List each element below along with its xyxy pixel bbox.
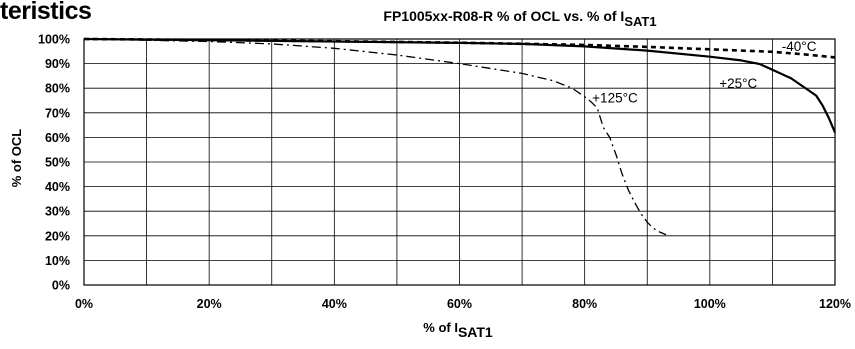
chart-title-subscript: SAT1 [624,14,656,29]
y-tick-label: 80% [45,82,70,96]
y-tick-label: 60% [45,131,70,145]
series-line [83,37,837,133]
series-line [83,38,667,236]
series-labels: -40°C +25°C +125°C [592,39,817,106]
plot-frame [83,38,836,286]
x-axis-label-main: % of I [423,320,458,335]
y-tick-label: 40% [45,180,70,194]
x-tick-label: 0% [75,297,93,311]
y-tick-label: 90% [45,57,70,71]
section-heading-fragment: teristics [0,0,92,25]
series-layer [83,37,837,236]
y-tick-label: 30% [45,205,70,219]
x-tick-label: 100% [694,297,726,311]
y-tick-label: 20% [45,229,70,243]
y-axis-label: % of OCL [9,129,24,188]
x-tick-label: 120% [819,297,851,311]
series-line [83,37,836,59]
x-tick-labels: 0% 20% 40% 60% 80% 100% 120% [75,297,851,311]
x-tick-label: 60% [447,297,472,311]
y-tick-label: 0% [52,279,70,293]
x-tick-label: 80% [572,297,597,311]
x-tick-label: 20% [197,297,222,311]
y-tick-label: 70% [45,106,70,120]
y-tick-label: 100% [38,33,70,47]
y-tick-labels: 0% 10% 20% 30% 40% 50% 60% 70% 80% 90% 100% [38,33,70,293]
x-axis-label-subscript: SAT1 [458,324,493,340]
series-label: -40°C [782,39,817,54]
chart-title-main: FP1005xx-R08-R % of OCL vs. % of I [383,8,624,24]
chart-title: FP1005xx-R08-R % of OCL vs. % of ISAT1 [383,8,656,29]
x-axis-label: % of ISAT1 [423,320,493,340]
series-label: +25°C [719,76,757,91]
y-tick-label: 50% [45,156,70,170]
y-tick-label: 10% [45,254,70,268]
series-label: +125°C [592,91,638,106]
x-tick-label: 40% [322,297,347,311]
